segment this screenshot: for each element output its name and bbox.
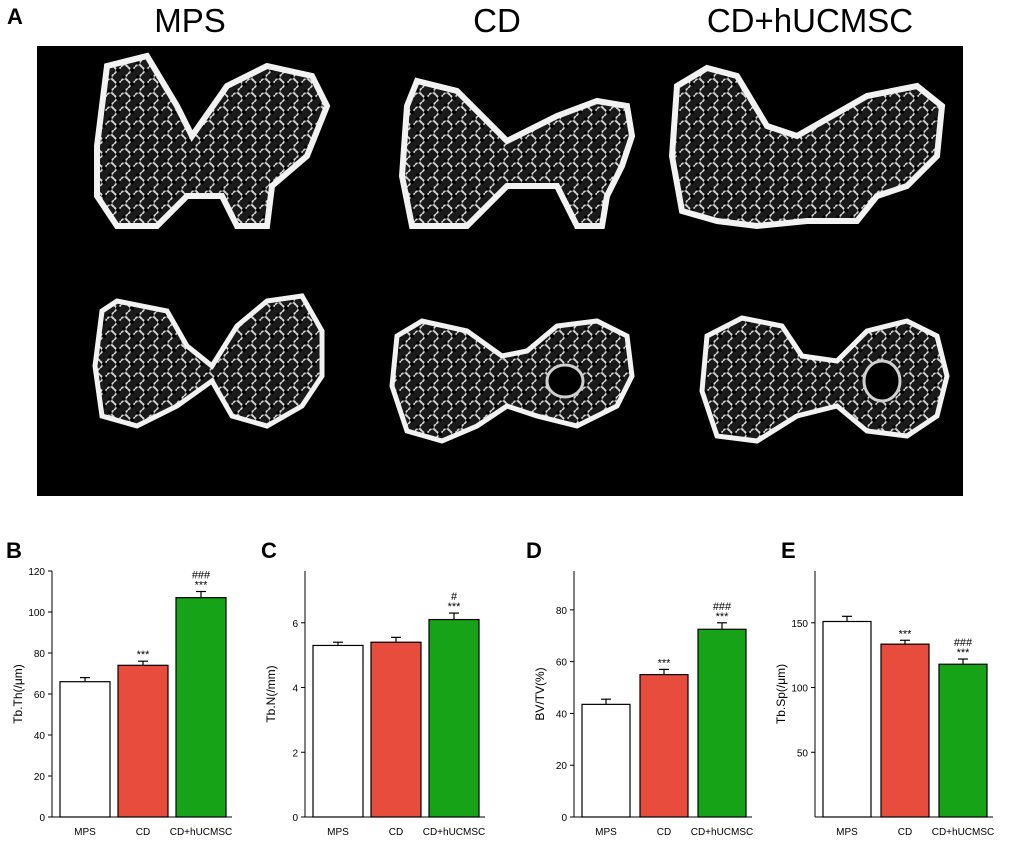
- chart-svg: D020406080BV/TV(%)MPS***CD***###CD+hUCMS…: [526, 538, 754, 838]
- bar: [822, 620, 872, 818]
- y-tick-label: 6: [292, 619, 298, 630]
- y-tick-label: 60: [34, 690, 46, 701]
- y-tick-label: 60: [556, 658, 568, 669]
- y-tick-label: 2: [292, 748, 298, 759]
- chart-b: B 0 20 40 60 80 100 120 Tb.Th(/μm) MPS *** CD *** ###…: [0, 536, 250, 838]
- significance-label: ***: [137, 649, 151, 661]
- y-axis-label: Tb.Th(/μm): [11, 664, 25, 724]
- significance-label: ***: [448, 601, 462, 613]
- y-tick-label: 100: [28, 608, 45, 619]
- bone-cd-hucmsc-coronal: [668, 64, 946, 230]
- chart-e: E 50 100 150 Tb.Sp(/μm) MPS *** CD *** ### CD+hUCM…: [774, 536, 1020, 838]
- y-tick-label: 100: [791, 684, 808, 695]
- y-tick-label: 120: [28, 567, 45, 578]
- x-tick-label: MPS: [595, 827, 617, 838]
- chart-letter: E: [781, 538, 796, 563]
- x-tick-label: CD: [657, 827, 671, 838]
- y-tick-label: 40: [34, 731, 46, 742]
- chart-d: D 0 20 40 60 80 BV/TV(%) MPS *** CD *** ### CD+hUCMS…: [520, 536, 770, 838]
- significance-label: ***: [195, 580, 209, 592]
- bar: [697, 628, 747, 818]
- chart-letter: C: [261, 538, 277, 563]
- bar: [59, 681, 111, 818]
- bar: [938, 663, 988, 818]
- x-tick-label: CD+hUCMSC: [691, 827, 754, 838]
- bar: [581, 703, 631, 818]
- column-title-mps: MPS: [154, 2, 226, 39]
- bar: [639, 673, 689, 818]
- chart-svg: C 0 2 4 6 Tb.N(/mm) MPS CD ***# CD+hUCMSC: [261, 538, 486, 838]
- bar: [312, 644, 364, 818]
- bar: [880, 643, 930, 818]
- bar: [117, 664, 169, 818]
- y-tick-label: 0: [292, 813, 298, 824]
- x-tick-label: MPS: [74, 827, 96, 838]
- chart-letter: D: [526, 538, 542, 563]
- y-tick-label: 4: [292, 684, 298, 695]
- significance-label: ***: [957, 647, 971, 659]
- bone-mps-transverse: [92, 293, 325, 429]
- y-tick-label: 150: [791, 619, 808, 630]
- significance-label-hash: ###: [713, 601, 732, 613]
- bone-cd-transverse: [389, 318, 635, 444]
- chart-c: C 0 2 4 6 Tb.N(/mm) MPS CD *** # CD+hUCMSC: [255, 536, 510, 838]
- x-tick-label: MPS: [327, 827, 349, 838]
- bar: [370, 641, 422, 818]
- x-tick-label: CD+hUCMSC: [423, 827, 486, 838]
- y-tick-label: 50: [797, 748, 809, 759]
- micro-ct-svg: [92, 52, 950, 444]
- significance-label: ***: [899, 628, 913, 640]
- significance-label: ***: [716, 611, 730, 623]
- y-tick-label: 80: [34, 649, 46, 660]
- y-tick-label: 20: [34, 772, 46, 783]
- y-axis-label: Tb.Sp(/μm): [774, 664, 788, 724]
- column-title-cd-hucmsc: CD+hUCMSC: [706, 2, 914, 39]
- bar: [175, 597, 227, 818]
- y-axis-label: Tb.N(/mm): [264, 665, 278, 722]
- column-title-cd: CD: [473, 2, 521, 39]
- micro-ct-image-grid: [37, 46, 963, 496]
- x-tick-label: MPS: [836, 827, 858, 838]
- x-tick-label: CD: [898, 827, 912, 838]
- bone-mps-coronal: [94, 52, 331, 229]
- x-tick-label: CD+hUCMSC: [932, 827, 995, 838]
- chart-svg: E50100150Tb.Sp(/μm)MPS***CD***###CD+hUCM…: [774, 538, 995, 838]
- bar: [428, 618, 480, 818]
- y-tick-label: 40: [556, 709, 568, 720]
- panel-letter-a: A: [7, 4, 23, 29]
- bone-cd-hucmsc-transverse: [699, 315, 950, 444]
- significance-label: ***: [658, 657, 672, 669]
- chart-letter: B: [6, 538, 22, 563]
- y-axis-label: BV/TV(%): [533, 667, 547, 720]
- x-tick-label: CD: [389, 827, 403, 838]
- significance-label-hash: ###: [954, 637, 973, 649]
- significance-label-hash: #: [451, 591, 458, 603]
- bone-cd-coronal: [398, 77, 636, 229]
- x-tick-label: CD+hUCMSC: [170, 827, 233, 838]
- y-tick-label: 20: [556, 761, 568, 772]
- y-tick-label: 80: [556, 606, 568, 617]
- significance-label-hash: ###: [192, 570, 211, 582]
- y-tick-label: 0: [561, 813, 567, 824]
- y-tick-label: 0: [39, 813, 45, 824]
- x-tick-label: CD: [136, 827, 150, 838]
- chart-svg: B020406080100120Tb.Th(/μm)MPS***CD***###…: [6, 538, 233, 838]
